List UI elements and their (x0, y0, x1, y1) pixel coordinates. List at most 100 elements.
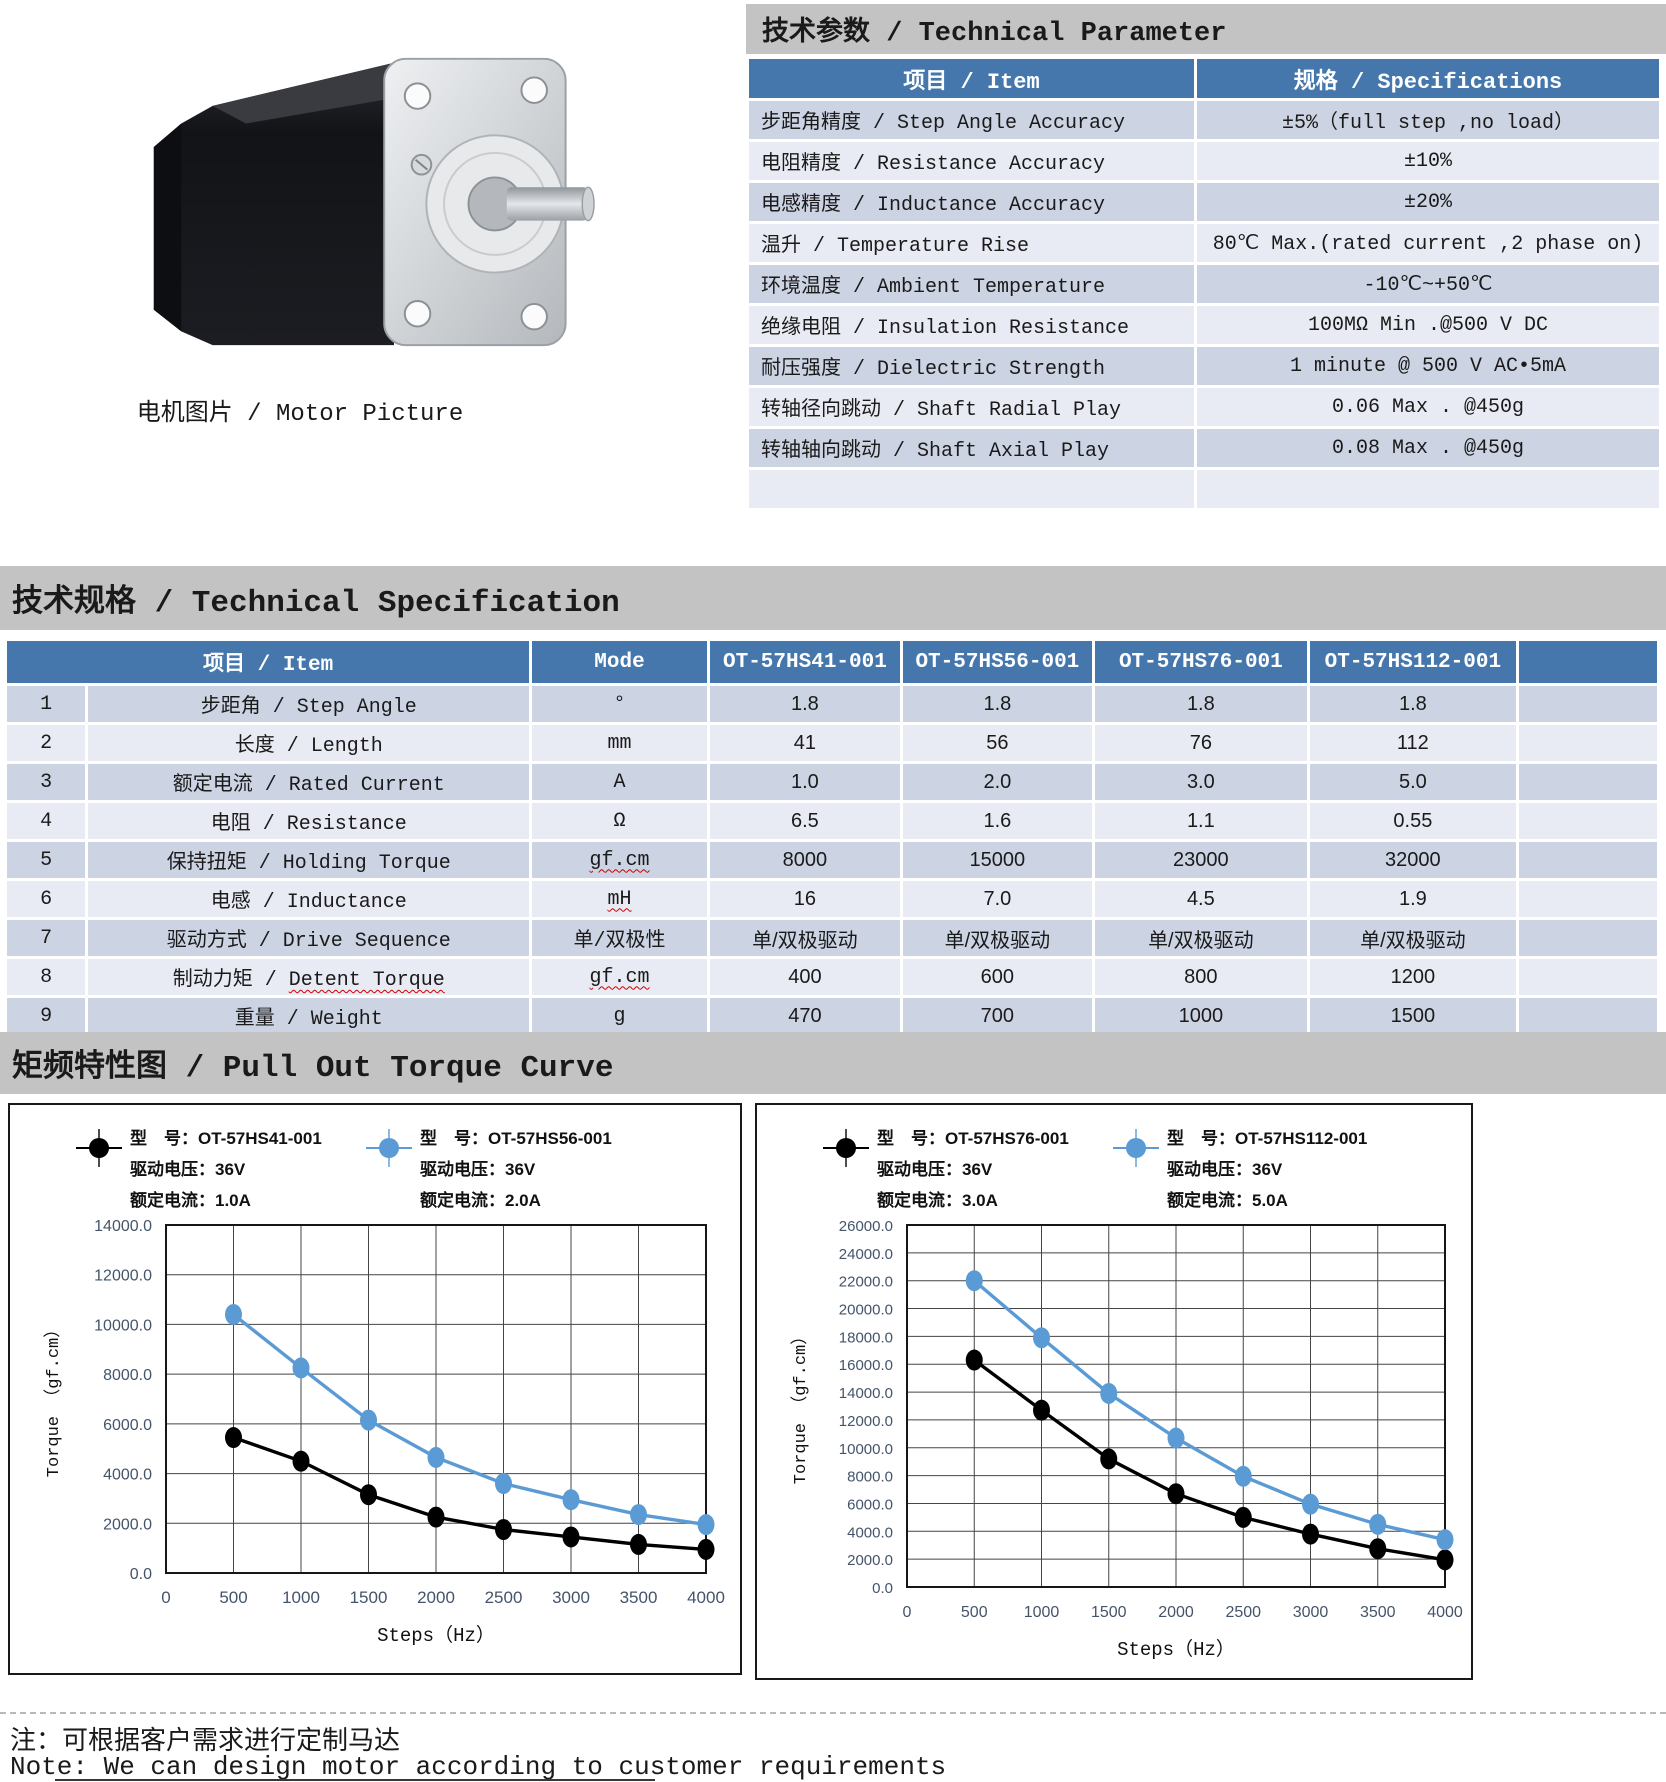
spec-item-text-misspelled: Detent Torque (288, 969, 445, 992)
legend-current-line: 额定电流：1.0A (130, 1191, 251, 1210)
legend-current-line: 额定电流：3.0A (877, 1191, 998, 1210)
svg-text:24000.0: 24000.0 (839, 1246, 893, 1263)
svg-text:8000.0: 8000.0 (847, 1469, 893, 1486)
spec-mode-text: gf.cm (589, 848, 650, 872)
spec-value-cell: 3.0 (1094, 764, 1308, 800)
parameter-table: 项目 / Item 规格 / Specifications 步距角精度 / St… (746, 56, 1662, 511)
spec-item-cell: 保持扭矩 / Holding Torque (88, 842, 530, 878)
svg-text:4000: 4000 (687, 1588, 725, 1607)
spec-mode-text: mH (607, 887, 632, 911)
spec-row: 5 保持扭矩 / Holding Torque gf.cm 8000 15000 2300… (7, 842, 1657, 878)
param-row: 电阻精度 / Resistance Accuracy ±10% (749, 142, 1659, 180)
svg-text:500: 500 (961, 1604, 988, 1621)
motor-body-top-face (212, 62, 395, 124)
svg-text:0.0: 0.0 (130, 1566, 152, 1583)
spec-row: 2 长度 / Length mm 41 56 76 112 (7, 725, 1657, 761)
svg-text:1000: 1000 (1024, 1604, 1060, 1621)
spec-mode-cell: mm (532, 725, 707, 761)
spec-item-cell: 驱动方式 / Drive Sequence (88, 920, 530, 956)
spec-mode-cell: gf.cm (532, 959, 707, 995)
spec-row: 6 电感 / Inductance mH 16 7.0 4.5 1.9 (7, 881, 1657, 917)
spec-value-cell: 400 (709, 959, 901, 995)
svg-text:3500: 3500 (620, 1588, 658, 1607)
spec-row: 3 额定电流 / Rated Current A 1.0 2.0 3.0 5.0 (7, 764, 1657, 800)
spec-mode-cell: gf.cm (532, 842, 707, 878)
param-value-cell: ±5%（full step ,no load） (1197, 101, 1659, 139)
svg-text:4000.0: 4000.0 (103, 1467, 152, 1484)
svg-text:500: 500 (219, 1588, 247, 1607)
svg-text:6000.0: 6000.0 (103, 1417, 152, 1434)
legend-model-line: 型 号：OT-57HS41-001 (130, 1129, 322, 1148)
spec-value-cell: 23000 (1094, 842, 1308, 878)
parameter-col-spec: 规格 / Specifications (1197, 59, 1659, 98)
svg-text:22000.0: 22000.0 (839, 1274, 893, 1291)
spec-col-model-4: OT-57HS112-001 (1310, 641, 1516, 683)
param-value-cell: ±20% (1197, 183, 1659, 221)
svg-text:3000: 3000 (1293, 1604, 1329, 1621)
spec-col-empty (1518, 641, 1657, 683)
spec-empty-cell (1518, 920, 1657, 956)
param-row: 转轴径向跳动 / Shaft Radial Play 0.06 Max . @45… (749, 388, 1659, 426)
specification-section-title: 技术规格 / Technical Specification (0, 566, 1666, 630)
legend-current-line: 额定电流：2.0A (420, 1191, 541, 1210)
svg-text:2500: 2500 (1225, 1604, 1261, 1621)
mount-hole (520, 76, 548, 104)
parameter-col-item: 项目 / Item (749, 59, 1194, 98)
spec-value-cell: 76 (1094, 725, 1308, 761)
mount-hole (403, 300, 432, 328)
torque-plot: 0.0 2000.0 4000.0 6000.0 8000.0 10000.0 12000.… (790, 1218, 1463, 1661)
spec-value-cell: 5.0 (1310, 764, 1516, 800)
spec-mode-text: gf.cm (589, 965, 650, 989)
specification-table: 项目 / Item Mode OT-57HS41-001 OT-57HS56-0… (4, 638, 1660, 1037)
svg-text:0.0: 0.0 (872, 1580, 893, 1597)
svg-text:0: 0 (161, 1588, 170, 1607)
legend-model-line: 型 号：OT-57HS76-001 (877, 1129, 1069, 1148)
spec-item-cell: 步距角 / Step Angle (88, 686, 530, 722)
motor-shaft (506, 187, 589, 221)
svg-text:Torque （gf.cm）: Torque （gf.cm） (790, 1328, 811, 1484)
series-marker-icon (1113, 1125, 1159, 1171)
param-item-cell: 转轴径向跳动 / Shaft Radial Play (749, 388, 1194, 426)
mount-hole (403, 82, 432, 110)
pull-out-torque-chart-left: 型 号：OT-57HS41-001 驱动电压：36V 额定电流：1.0A 型 号：OT… (8, 1103, 742, 1675)
param-row: 转轴轴向跳动 / Shaft Axial Play 0.08 Max . @450… (749, 429, 1659, 467)
legend-text: 型 号：OT-57HS112-001 驱动电压：36V 额定电流：5.0A (1167, 1123, 1367, 1215)
spec-item-cell: 重量 / Weight (88, 998, 530, 1034)
spec-row: 4 电阻 / Resistance Ω 6.5 1.6 1.1 0.55 (7, 803, 1657, 839)
svg-text:12000.0: 12000.0 (839, 1413, 893, 1430)
spec-row: 1 步距角 / Step Angle ° 1.8 1.8 1.8 1.8 (7, 686, 1657, 722)
param-row: 环境温度 / Ambient Temperature -10℃~+50℃ (749, 265, 1659, 303)
param-value-cell: -10℃~+50℃ (1197, 265, 1659, 303)
legend-model-line: 型 号：OT-57HS56-001 (420, 1129, 612, 1148)
svg-text:10000.0: 10000.0 (839, 1441, 893, 1458)
series-marker-icon (366, 1125, 412, 1171)
svg-text:Steps（Hz）: Steps（Hz） (377, 1624, 495, 1647)
torque-plot: 0.0 2000.0 4000.0 6000.0 8000.0 10000.0 12000.… (43, 1218, 725, 1647)
chart-legend: 型 号：OT-57HS76-001 驱动电压：36V 额定电流：3.0A 型 号：OT… (757, 1105, 1471, 1215)
legend-entry: 型 号：OT-57HS112-001 驱动电压：36V 额定电流：5.0A (1113, 1123, 1403, 1215)
spec-value-cell: 1.8 (1310, 686, 1516, 722)
spec-col-item: 项目 / Item (7, 641, 530, 683)
spec-value-cell: 56 (903, 725, 1092, 761)
svg-text:20000.0: 20000.0 (839, 1302, 893, 1319)
spec-value-cell: 单/双极驱动 (1310, 920, 1516, 956)
legend-entry: 型 号：OT-57HS41-001 驱动电压：36V 额定电流：1.0A (76, 1123, 366, 1215)
param-value-cell: 1 minute @ 500 V AC•5mA (1197, 347, 1659, 385)
param-item-cell: 转轴轴向跳动 / Shaft Axial Play (749, 429, 1194, 467)
spec-no-cell: 6 (7, 881, 86, 917)
spec-mode-text: g (613, 1004, 626, 1028)
spec-mode-text: ° (613, 692, 626, 716)
spec-value-cell: 800 (1094, 959, 1308, 995)
spec-value-cell: 单/双极驱动 (903, 920, 1092, 956)
svg-text:12000.0: 12000.0 (94, 1268, 152, 1285)
screw-slot (414, 159, 428, 171)
param-item-cell: 步距角精度 / Step Angle Accuracy (749, 101, 1194, 139)
spec-value-cell: 7.0 (903, 881, 1092, 917)
param-item-cell: 环境温度 / Ambient Temperature (749, 265, 1194, 303)
svg-text:2000.0: 2000.0 (847, 1552, 893, 1569)
spec-value-cell: 1.1 (1094, 803, 1308, 839)
param-value-cell: 100MΩ Min .@500 V DC (1197, 306, 1659, 344)
svg-text:Steps（Hz）: Steps（Hz） (1117, 1638, 1235, 1661)
param-row: 绝缘电阻 / Insulation Resistance 100MΩ Min .@… (749, 306, 1659, 344)
